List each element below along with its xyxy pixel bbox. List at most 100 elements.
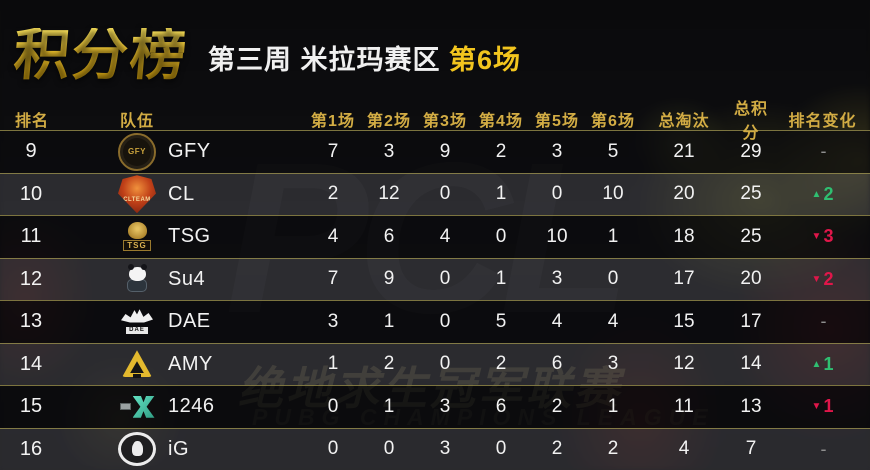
match3-score: 3 <box>439 438 451 460</box>
rank-change-number: 2 <box>823 268 834 289</box>
match2-score: 2 <box>383 353 395 375</box>
rank-value: 15 <box>19 395 43 418</box>
tsg-team-logo: TSG <box>118 218 156 256</box>
total-kills-value: 17 <box>673 268 695 290</box>
match4-score: 1 <box>495 268 507 290</box>
rank-change-value: ▲ 1 <box>775 354 870 375</box>
rank-value: 9 <box>25 140 37 163</box>
match5-score: 0 <box>551 183 563 205</box>
title-bar: 积分榜 第三周 米拉玛赛区 第6场 <box>0 0 870 95</box>
column-header-match1: 第1场 <box>311 113 355 130</box>
match3-score: 0 <box>439 183 451 205</box>
team-cell: CLTEAM CL <box>62 175 305 214</box>
gfy-team-logo: GFY <box>118 132 156 171</box>
team-cell: iG <box>62 432 305 467</box>
dae-logo-text: DAE <box>126 327 148 335</box>
team-name: GFY <box>168 140 211 163</box>
table-row-gfy: 9 GFY GFY 7 3 9 2 3 5 21 29 - <box>0 130 870 173</box>
rank-change-value: ▼ 3 <box>775 226 870 247</box>
total-kills-value: 15 <box>673 310 695 332</box>
ig-fist-icon <box>131 442 143 457</box>
match2-score: 0 <box>383 438 395 460</box>
match1-score: 3 <box>327 310 339 332</box>
rank-change-value: ▼ 2 <box>775 269 870 290</box>
gfy-logo-text: GFY <box>128 147 146 157</box>
standings-table: 排名 队伍 第1场 第2场 第3场 第4场 第5场 第6场 总淘汰 总积分 排名… <box>0 95 870 470</box>
total-kills-value: 20 <box>673 183 695 205</box>
amy-triangle-icon <box>133 374 141 379</box>
table-row-tsg: 11 TSG TSG 4 6 4 0 10 1 18 25 ▼ 3 <box>0 215 870 258</box>
total-kills-value: 11 <box>674 395 694 417</box>
rank-change-value: - <box>775 141 870 162</box>
match3-score: 0 <box>439 353 451 375</box>
1246-x-icon <box>132 395 155 418</box>
table-row-dae: 13 DAE DAE 3 1 0 5 4 4 15 17 - <box>0 300 870 343</box>
match5-score: 6 <box>551 353 563 375</box>
rank-value: 14 <box>19 352 43 375</box>
match6-score: 4 <box>607 310 619 332</box>
rank-change-arrow-icon: ▲ <box>811 188 822 200</box>
team-name: 1246 <box>168 395 215 418</box>
match1-score: 4 <box>327 225 339 247</box>
match4-score: 2 <box>495 140 507 162</box>
team-name: CL <box>168 182 195 205</box>
rank-value: 11 <box>20 225 42 248</box>
total-points-value: 25 <box>740 183 762 205</box>
rank-value: 10 <box>19 182 43 205</box>
team-name: iG <box>168 437 189 460</box>
team-name: TSG <box>168 225 211 248</box>
total-points-value: 29 <box>740 140 762 162</box>
total-kills-value: 21 <box>673 140 695 162</box>
team-cell: AMY <box>62 345 305 383</box>
total-points-value: 13 <box>740 395 762 417</box>
rank-change-arrow-icon: ▼ <box>811 231 822 243</box>
total-kills-value: 4 <box>678 438 690 460</box>
column-header-match4: 第4场 <box>479 113 523 130</box>
column-header-match6: 第6场 <box>591 113 635 130</box>
match5-score: 10 <box>546 225 568 247</box>
rank-change-value: ▼ 1 <box>775 396 870 417</box>
match3-score: 4 <box>439 225 451 247</box>
total-points-value: 20 <box>740 268 762 290</box>
match4-score: 2 <box>495 353 507 375</box>
match4-score: 5 <box>495 310 507 332</box>
page-title: 积分榜 <box>11 22 191 86</box>
team-name: Su4 <box>168 267 206 290</box>
match6-score: 0 <box>607 268 619 290</box>
match4-score: 0 <box>495 438 507 460</box>
total-points-value: 7 <box>745 438 757 460</box>
match4-score: 1 <box>495 183 507 205</box>
rank-change-value: - <box>775 311 870 332</box>
dae-team-logo: DAE <box>118 303 156 341</box>
column-header-rank-change: 排名变化 <box>788 113 857 130</box>
column-header-total-kills: 总淘汰 <box>658 113 710 130</box>
su4-team-logo <box>118 260 156 298</box>
table-row-1246: 15 1246 0 1 3 6 2 1 11 13 ▼ 1 <box>0 385 870 428</box>
column-header-rank: 排名 <box>15 113 50 130</box>
team-cell: 1246 <box>62 388 305 426</box>
tsg-logo-text: TSG <box>123 240 151 252</box>
rank-change-arrow-icon: ▼ <box>811 401 822 413</box>
cl-team-logo: CLTEAM <box>118 175 156 214</box>
column-header-match5: 第5场 <box>535 113 579 130</box>
match6-score: 10 <box>602 183 624 205</box>
table-header-row: 排名 队伍 第1场 第2场 第3场 第4场 第5场 第6场 总淘汰 总积分 排名… <box>0 95 870 142</box>
table-row-cl: 10 CLTEAM CL 2 12 0 1 0 10 20 25 ▲ 2 <box>0 172 870 215</box>
rank-change-number: - <box>820 141 827 162</box>
table-row-ig: 16 iG 0 0 3 0 2 2 4 7 - <box>0 427 870 470</box>
rank-change-arrow-icon: ▼ <box>811 273 822 285</box>
1246-team-logo <box>118 388 156 426</box>
match1-score: 7 <box>327 268 339 290</box>
match2-score: 1 <box>383 395 395 417</box>
subtitle-week-region: 第三周 米拉玛赛区 <box>208 45 450 75</box>
match5-score: 4 <box>551 310 563 332</box>
match4-score: 0 <box>495 225 507 247</box>
amy-team-logo <box>118 345 156 383</box>
match6-score: 5 <box>607 140 619 162</box>
total-points-value: 25 <box>740 225 762 247</box>
match3-score: 3 <box>439 395 451 417</box>
match1-score: 7 <box>327 140 339 162</box>
1246-tag-icon <box>119 403 131 411</box>
rank-change-number: 2 <box>823 183 834 204</box>
match2-score: 1 <box>383 310 395 332</box>
